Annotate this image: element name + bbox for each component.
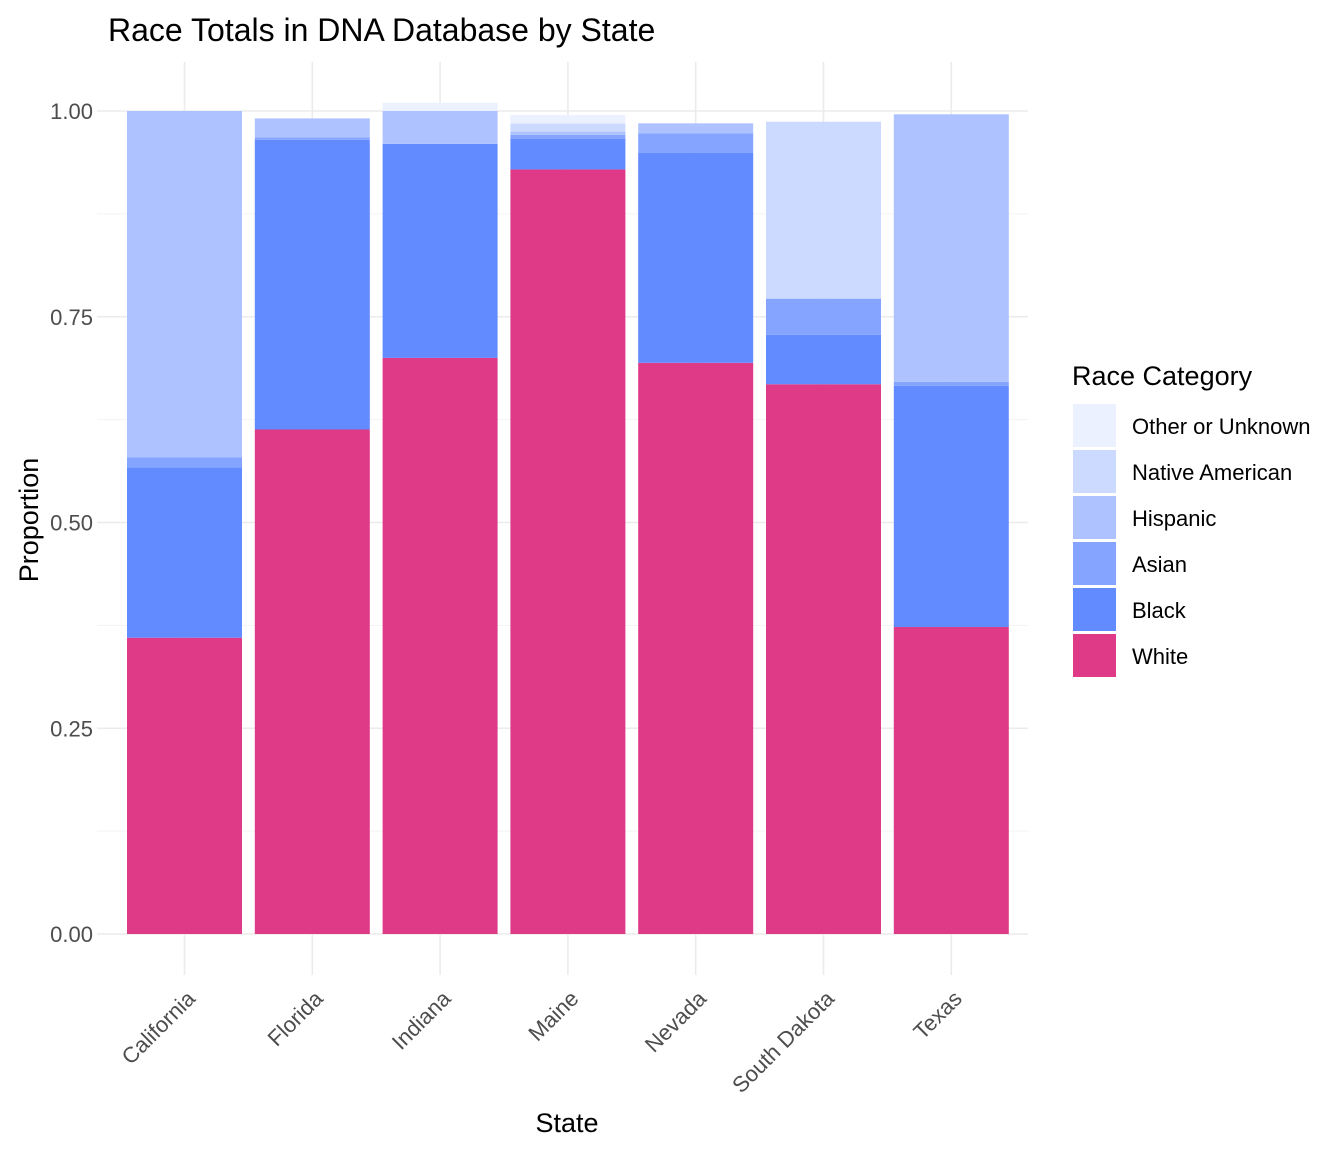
bar-white-texas [893, 627, 1009, 934]
bar-hispanic-texas [893, 114, 1009, 382]
legend: Race Category Other or Unknown Native Ame… [1072, 361, 1311, 677]
x-tick-label: South Dakota [727, 985, 839, 1097]
x-tick-label: Indiana [387, 985, 456, 1054]
bar-white-south-dakota [766, 384, 881, 935]
bar-black-florida [254, 139, 370, 430]
y-tick-label: 0.75 [50, 305, 93, 330]
bar-black-california [127, 467, 242, 638]
y-tick-label: 0.00 [50, 922, 93, 947]
bar-white-florida [254, 429, 370, 934]
x-axis-title: State [535, 1108, 598, 1138]
bar-hispanic-nevada [638, 123, 754, 134]
y-axis-title: Proportion [14, 458, 44, 583]
x-axis-ticks: California Florida Indiana Maine Nevada South… [117, 985, 967, 1097]
bar-native-american-south-dakota [766, 121, 881, 299]
bar-asian-california [127, 457, 242, 468]
bar-white-nevada [638, 362, 754, 934]
chart-title: Race Totals in DNA Database by State [108, 12, 655, 48]
x-tick-label: California [117, 985, 201, 1069]
bar-asian-texas [893, 381, 1009, 386]
bar-black-texas [893, 385, 1009, 628]
bar-other-or-unknown-maine [510, 115, 626, 124]
legend-label: Native American [1132, 460, 1292, 485]
legend-swatch-native-american [1073, 450, 1116, 493]
bar-hispanic-florida [254, 118, 370, 138]
y-axis-ticks: 0.00 0.25 0.50 0.75 1.00 [50, 99, 93, 947]
x-tick-label: Texas [909, 986, 967, 1044]
bar-other-or-unknown-indiana [382, 102, 498, 111]
legend-label: Other or Unknown [1132, 414, 1311, 439]
legend-title: Race Category [1072, 361, 1253, 391]
bar-hispanic-indiana [382, 111, 498, 144]
bar-white-indiana [382, 357, 498, 934]
legend-swatch-asian [1073, 542, 1116, 585]
y-tick-label: 0.50 [50, 511, 93, 536]
legend-label: Asian [1132, 552, 1187, 577]
legend-swatch-black [1073, 588, 1116, 631]
bar-black-indiana [382, 143, 498, 358]
bar-black-south-dakota [766, 334, 881, 385]
y-tick-label: 0.25 [50, 716, 93, 741]
legend-swatch-white [1073, 634, 1116, 677]
legend-label: White [1132, 644, 1188, 669]
bar-native-american-maine [510, 123, 626, 132]
x-tick-label: Nevada [640, 985, 712, 1057]
bar-hispanic-maine [510, 131, 626, 135]
legend-label: Hispanic [1132, 506, 1216, 531]
bar-asian-nevada [638, 133, 754, 153]
x-tick-label: Maine [523, 986, 583, 1046]
x-tick-label: Florida [263, 985, 329, 1051]
bar-asian-maine [510, 134, 626, 139]
bar-white-california [127, 637, 242, 934]
legend-swatch-other-or-unknown [1073, 404, 1116, 447]
bar-asian-south-dakota [766, 298, 881, 335]
y-tick-label: 1.00 [50, 99, 93, 124]
bar-white-maine [510, 169, 626, 935]
bar-asian-florida [254, 137, 370, 140]
legend-label: Black [1132, 598, 1187, 623]
bar-black-maine [510, 138, 626, 170]
bar-black-nevada [638, 152, 754, 363]
legend-swatch-hispanic [1073, 496, 1116, 539]
bars [127, 102, 1009, 935]
bar-hispanic-california [127, 111, 242, 458]
